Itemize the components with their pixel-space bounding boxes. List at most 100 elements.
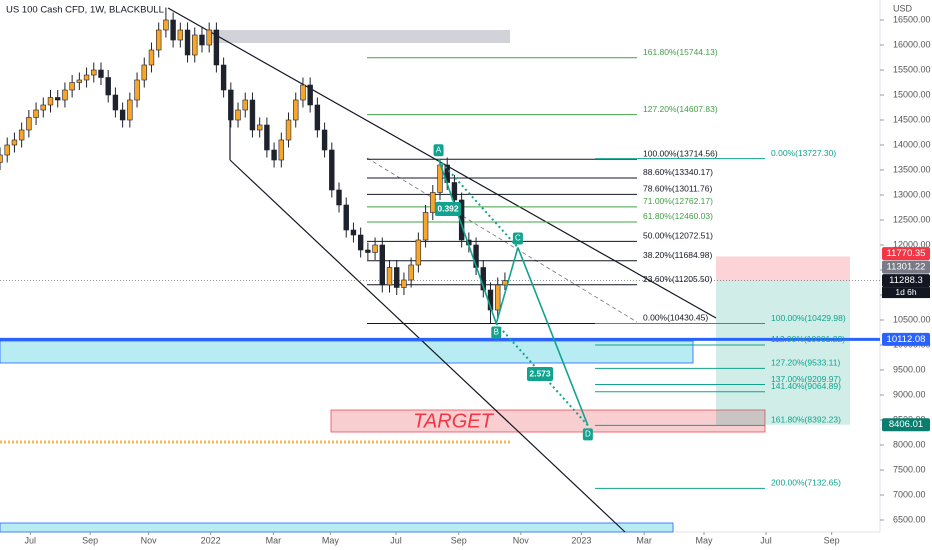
- bottom-zone: [0, 522, 674, 533]
- candle-body: [430, 192, 436, 213]
- candle-body: [141, 64, 147, 81]
- pattern-leg: [495, 247, 519, 324]
- target-zone: [330, 409, 766, 433]
- candle-body: [372, 244, 378, 253]
- support-zone: [0, 340, 694, 364]
- y-tick-label: 15500.00: [893, 64, 931, 74]
- price-badge-label: 11288.3: [889, 275, 923, 286]
- candle-body: [343, 204, 349, 231]
- y-tick-label: 8000.00: [893, 439, 926, 449]
- pattern-point-box: [512, 232, 523, 245]
- channel-line: [229, 159, 626, 533]
- candle-body: [213, 29, 220, 66]
- x-tick-label: May: [322, 535, 340, 545]
- x-tick-label: Sep: [82, 535, 98, 545]
- ratio-label: 0.392: [437, 203, 459, 213]
- fib-label: 61.80%(12460.03): [643, 211, 713, 221]
- fib-label: 141.40%(9064.89): [771, 381, 841, 391]
- candle-body: [321, 129, 328, 151]
- candle-body: [228, 89, 234, 121]
- candle-body: [134, 79, 140, 101]
- candle-body: [148, 49, 155, 66]
- candle-body: [119, 109, 126, 121]
- fib-label: 50.00%(12072.51): [643, 231, 713, 241]
- candle-body: [278, 139, 285, 161]
- ratio-label: 2.573: [529, 368, 551, 378]
- candle-body: [495, 284, 501, 311]
- candle-body: [112, 94, 119, 111]
- candle-body: [177, 29, 184, 41]
- fib-label: 137.00%(9209.97): [771, 374, 841, 384]
- y-tick-label: 9500.00: [893, 364, 926, 374]
- candle-body: [357, 234, 364, 251]
- x-tick-label: Jul: [760, 535, 772, 545]
- candle-body: [18, 129, 25, 141]
- candle-body: [69, 82, 75, 91]
- candle-body: [98, 69, 104, 78]
- x-tick-label: Jul: [25, 535, 37, 545]
- price-badge: [882, 274, 930, 288]
- candle-body: [11, 139, 18, 146]
- y-tick-label: 14500.00: [893, 114, 931, 124]
- fib-label: 88.60%(13340.17): [643, 167, 713, 177]
- fib-label: 127.20%(9533.11): [771, 358, 840, 368]
- price-badge-label: 11770.35: [887, 248, 926, 259]
- candle-body: [350, 229, 357, 236]
- candle-body: [365, 249, 371, 253]
- candle-body: [199, 34, 205, 46]
- mid-line: [366, 157, 638, 323]
- y-tick-label: 12500.00: [893, 214, 931, 224]
- candle-body: [163, 19, 169, 31]
- fib-label: 0.00%(10430.45): [643, 313, 708, 323]
- price-badge-label: 10112.08: [887, 334, 926, 345]
- candle-body: [249, 99, 256, 131]
- price-badge: [882, 247, 930, 261]
- pattern-point-box: [582, 428, 593, 441]
- pattern-point-label: A: [436, 145, 442, 154]
- candle-body: [184, 29, 191, 56]
- candle-body: [386, 267, 393, 286]
- candle-body: [285, 119, 292, 141]
- pattern-point-box: [491, 326, 502, 339]
- candle-body: [105, 77, 111, 96]
- candle-body: [40, 104, 46, 111]
- fib-label: 100.00%(13714.56): [643, 149, 718, 159]
- x-tick-label: May: [695, 535, 713, 545]
- candle-body: [422, 212, 429, 241]
- fib-label: 161.80%(15744.13): [643, 47, 718, 57]
- y-tick-label: 7000.00: [893, 489, 926, 499]
- candle-body: [206, 29, 212, 46]
- y-tick-label: 6500.00: [893, 514, 926, 524]
- fib-label: 38.20%(11684.98): [643, 250, 712, 260]
- y-tick-label: 16000.00: [893, 39, 931, 49]
- candle-body: [55, 97, 61, 101]
- y-tick-label: 9000.00: [893, 389, 926, 399]
- candle-body: [379, 244, 385, 286]
- fib-label: 71.00%(12762.17): [643, 196, 713, 206]
- fib-label: 161.80%(8392.23): [771, 415, 841, 425]
- x-tick-label: 2022: [201, 535, 221, 545]
- candle-body: [127, 99, 133, 121]
- candle-body: [62, 89, 68, 101]
- fib-label: 23.60%(11205.50): [643, 274, 712, 284]
- y-tick-label: 16500.00: [893, 14, 931, 24]
- candle-body: [314, 104, 321, 131]
- y-tick-label: 13500.00: [893, 164, 931, 174]
- pattern-leg: [437, 159, 498, 324]
- pattern-point-label: B: [494, 328, 499, 337]
- candle-body: [394, 267, 400, 288]
- x-tick-label: 2023: [571, 535, 591, 545]
- x-tick-label: Nov: [513, 535, 530, 545]
- plot-area: 161.80%(15744.13) 127.20%(14607.83) 100.00…: [0, 7, 880, 533]
- y-tick-label: 10500.00: [893, 314, 931, 324]
- ratio-box: [527, 367, 553, 381]
- pattern-point-box: [433, 144, 444, 157]
- candle-body: [307, 84, 313, 106]
- currency: USD: [893, 3, 913, 13]
- y-tick-label: 15000.00: [893, 89, 931, 99]
- countdown: 1d 6h: [895, 287, 917, 297]
- fib-label: 100.00%(10429.98): [771, 313, 846, 323]
- pattern-leg: [517, 247, 589, 426]
- candle-body: [192, 34, 198, 56]
